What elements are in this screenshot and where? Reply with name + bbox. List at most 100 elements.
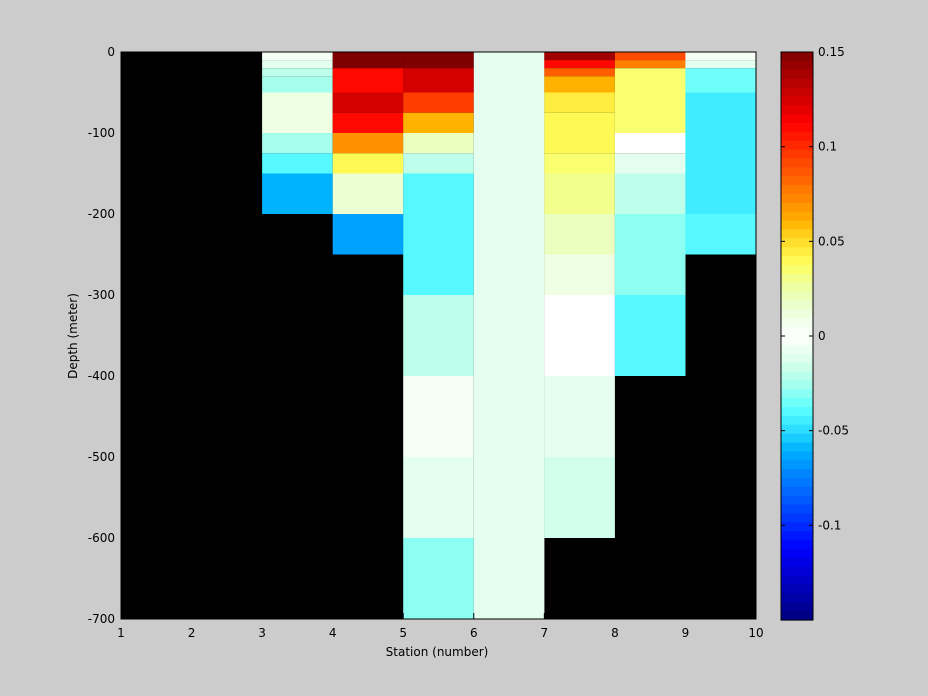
colorbar-band	[781, 575, 813, 586]
colorbar-band	[781, 602, 813, 612]
colorbar-band	[781, 318, 813, 328]
heatmap-cell	[685, 92, 756, 214]
colorbar-tick-label: 0.05	[818, 234, 845, 248]
heatmap-cell	[332, 92, 404, 113]
heatmap-cell	[544, 295, 615, 376]
heatmap-cell	[685, 214, 756, 255]
heatmap-cell	[544, 457, 615, 538]
colorbar-band	[781, 265, 813, 275]
colorbar-band	[781, 353, 813, 364]
heatmap-cell	[262, 153, 333, 174]
heatmap-cell	[614, 60, 686, 69]
heatmap-cell	[332, 52, 404, 69]
x-tick-label: 3	[258, 626, 266, 640]
heatmap-cell	[262, 133, 333, 154]
colorbar-band	[781, 344, 813, 355]
heatmap-cell	[332, 153, 404, 174]
colorbar-band	[781, 247, 813, 257]
heatmap-cell	[544, 92, 615, 113]
heatmap-cell	[544, 112, 615, 134]
colorbar-band	[781, 442, 813, 452]
colorbar-band	[781, 123, 813, 133]
heatmap-cell	[685, 60, 756, 69]
colorbar-bands	[781, 52, 813, 621]
y-axis: 0 -100 -200 -300 -400 -500 -600 -700	[88, 45, 127, 626]
colorbar-band	[781, 176, 813, 186]
colorbar-band	[781, 398, 813, 408]
heatmap-cell	[544, 214, 615, 255]
heatmap-cell	[614, 68, 686, 133]
heatmap-cell	[403, 68, 474, 93]
colorbar-band	[781, 407, 813, 417]
x-tick-label: 6	[470, 626, 478, 640]
colorbar-tick-label: 0.15	[818, 45, 845, 59]
heatmap-cell	[403, 153, 474, 174]
y-tick-label: -500	[88, 450, 115, 464]
colorbar-band	[781, 593, 813, 603]
colorbar-band	[781, 504, 813, 515]
colorbar-band	[781, 194, 813, 204]
x-tick-label: 4	[329, 626, 337, 640]
heatmap-cell	[403, 92, 474, 113]
heatmap-cell	[614, 214, 686, 295]
heatmap-cell	[403, 376, 474, 457]
y-tick-label: -100	[88, 126, 115, 140]
x-tick-label: 9	[682, 626, 690, 640]
heatmap-cell	[262, 76, 333, 93]
colorbar-band	[781, 220, 813, 231]
heatmap-cell	[614, 295, 686, 376]
colorbar-band	[781, 362, 813, 373]
x-tick-label: 10	[748, 626, 763, 640]
colorbar-tick-label: -0.05	[818, 424, 849, 438]
heatmap-cells	[262, 52, 756, 619]
plot-area	[120, 51, 757, 620]
heatmap-cell	[614, 52, 686, 61]
heatmap-cell	[544, 76, 615, 93]
colorbar-tick-label: 0	[818, 329, 826, 343]
heatmap-cell	[262, 68, 333, 77]
colorbar-band	[781, 87, 813, 97]
heatmap-cell	[262, 60, 333, 69]
heatmap-cell	[403, 112, 474, 134]
colorbar-band	[781, 78, 813, 89]
heatmap-cell	[403, 538, 474, 619]
heatmap-cell	[262, 52, 333, 61]
colorbar-tick-label: -0.1	[818, 518, 841, 532]
colorbar-band	[781, 380, 813, 390]
colorbar-band	[781, 256, 813, 266]
colorbar-band	[781, 60, 813, 71]
heatmap-cell	[332, 173, 404, 214]
colorbar-band	[781, 149, 813, 160]
colorbar-band	[781, 300, 813, 310]
colorbar-band	[781, 114, 813, 124]
heatmap-cell	[332, 133, 404, 154]
colorbar-tick-label: 0.1	[818, 140, 837, 154]
colorbar-band	[781, 389, 813, 399]
colorbar-band	[781, 478, 813, 488]
colorbar-band	[781, 96, 813, 106]
colorbar-band	[781, 105, 813, 115]
colorbar-band	[781, 451, 813, 461]
heatmap-cell	[614, 173, 686, 214]
colorbar-band	[781, 131, 813, 142]
heatmap-cell	[544, 133, 615, 154]
colorbar-band	[781, 584, 813, 594]
heatmap-cell	[473, 52, 545, 619]
heatmap-cell	[544, 173, 615, 214]
colorbar-band	[781, 238, 813, 248]
y-axis-label: Depth (meter)	[66, 293, 80, 379]
y-tick-label: -300	[88, 288, 115, 302]
colorbar-band	[781, 513, 813, 523]
colorbar-band	[781, 336, 813, 346]
heatmap-cell	[262, 92, 333, 133]
colorbar-band	[781, 433, 813, 444]
colorbar-band	[781, 273, 813, 284]
plot-frame	[120, 51, 757, 620]
y-tick-label: -700	[88, 612, 115, 626]
heatmap-cell	[403, 133, 474, 154]
colorbar-band	[781, 531, 813, 541]
colorbar-band	[781, 229, 813, 239]
heatmap-cell	[614, 133, 686, 154]
heatmap-cell	[403, 457, 474, 538]
